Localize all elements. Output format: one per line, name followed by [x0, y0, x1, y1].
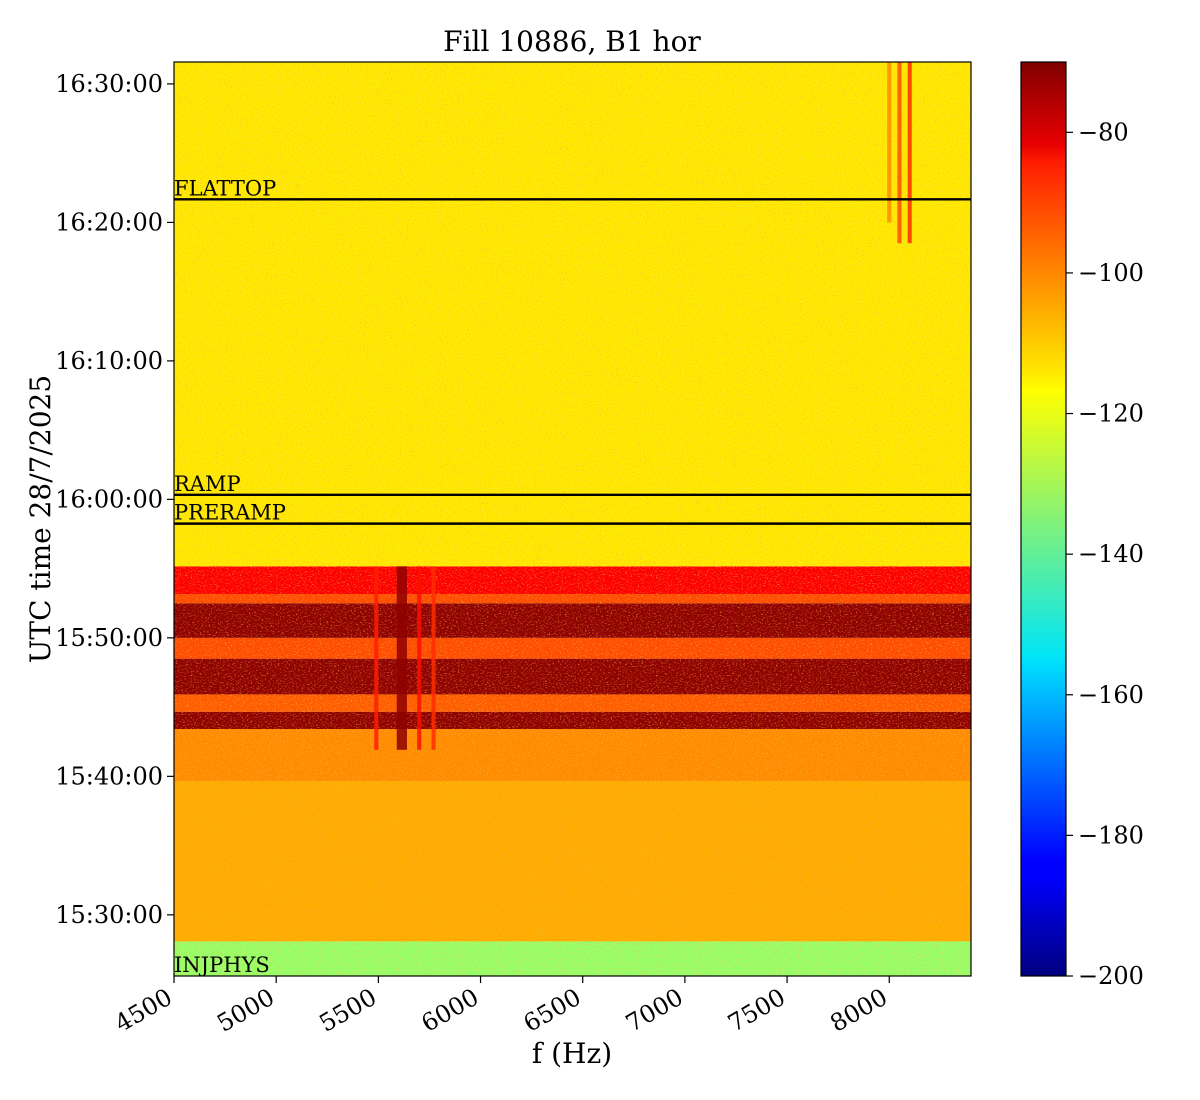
colorbar-tick-label-0: −200 [1078, 962, 1144, 990]
colorbar-tick-label-2: −160 [1078, 681, 1144, 709]
spectral-lines [374, 62, 912, 750]
colorbar-gradient [1020, 61, 1067, 977]
phase-marker-label-2: PRERAMP [174, 501, 286, 525]
x-tick-label-4: 6500 [519, 983, 586, 1038]
colorbar: −200 −180 −160 −140 −120 −100 −80 [1020, 61, 1144, 990]
spectral-line-4 [897, 62, 902, 244]
spectral-line-0 [396, 566, 407, 750]
colorbar-tick-label-4: −120 [1078, 400, 1144, 428]
y-axis-label: UTC time 28/7/2025 [24, 375, 57, 663]
colorbar-tick-label-5: −100 [1078, 259, 1144, 287]
spectral-line-2 [417, 566, 422, 750]
plot-frame [173, 61, 972, 977]
y-tick-label-2: 15:50:00 [55, 624, 163, 652]
x-tick-label-6: 7500 [723, 983, 790, 1038]
x-tick-label-0: 4500 [110, 983, 177, 1038]
phase-markers: FLATTOP RAMP PRERAMP INJPHYS [174, 176, 971, 977]
y-axis: 15:30:00 15:40:00 15:50:00 16:00:00 16:10:00… [55, 70, 174, 929]
x-axis: 4500 5000 5500 6000 6500 7000 7500 8000 [110, 976, 892, 1038]
x-tick-label-5: 7000 [621, 983, 688, 1038]
y-tick-label-5: 16:20:00 [55, 208, 163, 236]
x-tick-label-1: 5000 [212, 983, 279, 1038]
x-axis-label: f (Hz) [532, 1037, 612, 1070]
spectral-line-3 [431, 566, 436, 750]
spectral-line-1 [374, 566, 379, 750]
y-tick-label-6: 16:30:00 [55, 70, 163, 98]
x-tick-label-3: 6000 [417, 983, 484, 1038]
chart-title: Fill 10886, B1 hor [443, 25, 701, 58]
y-tick-label-4: 16:10:00 [55, 347, 163, 375]
y-tick-label-0: 15:30:00 [55, 901, 163, 929]
phase-marker-label-3: INJPHYS [174, 953, 270, 977]
colorbar-tick-label-6: −80 [1078, 118, 1129, 146]
phase-marker-label-0: FLATTOP [174, 176, 276, 200]
x-tick-label-2: 5500 [314, 983, 381, 1038]
noise-texture-cool [174, 62, 971, 976]
y-tick-label-3: 16:00:00 [55, 485, 163, 513]
x-tick-label-7: 8000 [825, 983, 892, 1038]
y-tick-label-1: 15:40:00 [55, 762, 163, 790]
plot-area [174, 62, 971, 976]
phase-marker-label-1: RAMP [174, 472, 241, 496]
colorbar-tick-label-1: −180 [1078, 821, 1144, 849]
colorbar-tick-label-3: −140 [1078, 540, 1144, 568]
spectral-line-6 [887, 62, 892, 223]
spectral-line-5 [907, 62, 912, 244]
